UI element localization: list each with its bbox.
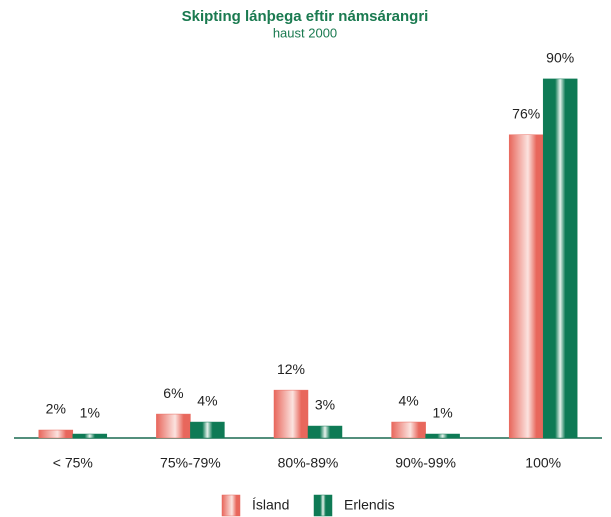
data-label: 4% bbox=[197, 393, 217, 409]
x-tick-label: < 75% bbox=[53, 455, 93, 471]
legend-swatch bbox=[221, 494, 241, 517]
legend-label: Erlendis bbox=[344, 497, 395, 513]
legend-label: Ísland bbox=[252, 497, 289, 513]
data-label: 1% bbox=[432, 405, 452, 421]
data-label: 3% bbox=[315, 397, 335, 413]
x-tick-label: 80%-89% bbox=[278, 455, 339, 471]
data-label: 6% bbox=[163, 385, 183, 401]
bar bbox=[190, 421, 225, 439]
legend-swatch bbox=[313, 494, 333, 517]
data-label: 76% bbox=[512, 105, 540, 121]
data-label: 90% bbox=[546, 50, 574, 66]
bar bbox=[72, 433, 108, 439]
x-tick-label: 90%-99% bbox=[395, 455, 456, 471]
data-label: 4% bbox=[398, 393, 418, 409]
x-tick-label: 75%-79% bbox=[160, 455, 221, 471]
bar bbox=[156, 413, 191, 439]
bar bbox=[508, 134, 544, 439]
chart-title: Skipting lánþega eftir námsárangri bbox=[182, 8, 429, 25]
x-tick-label: 100% bbox=[525, 455, 561, 471]
bar bbox=[307, 425, 343, 439]
bar bbox=[542, 78, 578, 439]
data-label: 1% bbox=[80, 405, 100, 421]
data-label: 2% bbox=[46, 401, 66, 417]
bar bbox=[273, 389, 309, 439]
bar bbox=[38, 429, 74, 439]
data-label: 12% bbox=[277, 361, 305, 377]
bar bbox=[425, 433, 460, 439]
chart-subtitle: haust 2000 bbox=[273, 25, 337, 40]
bar bbox=[391, 421, 426, 439]
